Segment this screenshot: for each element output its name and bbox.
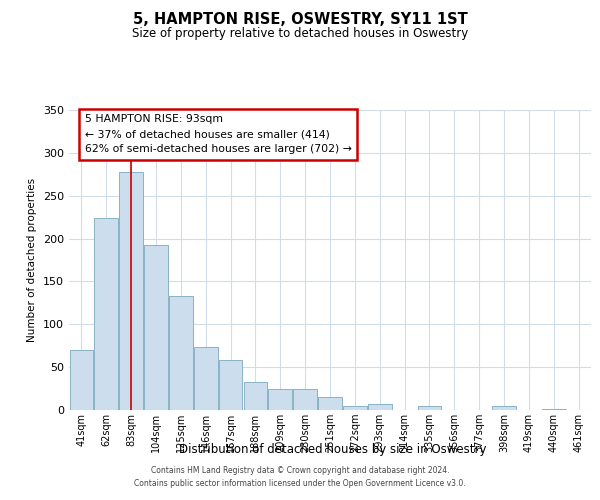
Bar — [219, 360, 242, 410]
Bar — [318, 397, 342, 410]
Bar — [94, 218, 118, 410]
Bar — [194, 348, 218, 410]
Text: 5 HAMPTON RISE: 93sqm
← 37% of detached houses are smaller (414)
62% of semi-det: 5 HAMPTON RISE: 93sqm ← 37% of detached … — [85, 114, 352, 154]
Y-axis label: Number of detached properties: Number of detached properties — [28, 178, 37, 342]
Bar — [70, 350, 93, 410]
Bar — [144, 244, 168, 410]
Bar — [492, 406, 516, 410]
Bar — [542, 409, 566, 410]
Text: Contains HM Land Registry data © Crown copyright and database right 2024.
Contai: Contains HM Land Registry data © Crown c… — [134, 466, 466, 487]
Bar — [293, 388, 317, 410]
Text: Size of property relative to detached houses in Oswestry: Size of property relative to detached ho… — [132, 28, 468, 40]
Bar — [244, 382, 267, 410]
Bar — [119, 172, 143, 410]
Bar — [418, 406, 441, 410]
Text: Distribution of detached houses by size in Oswestry: Distribution of detached houses by size … — [179, 442, 487, 456]
Bar — [169, 296, 193, 410]
Bar — [343, 406, 367, 410]
Bar — [368, 404, 392, 410]
Text: 5, HAMPTON RISE, OSWESTRY, SY11 1ST: 5, HAMPTON RISE, OSWESTRY, SY11 1ST — [133, 12, 467, 28]
Bar — [268, 390, 292, 410]
